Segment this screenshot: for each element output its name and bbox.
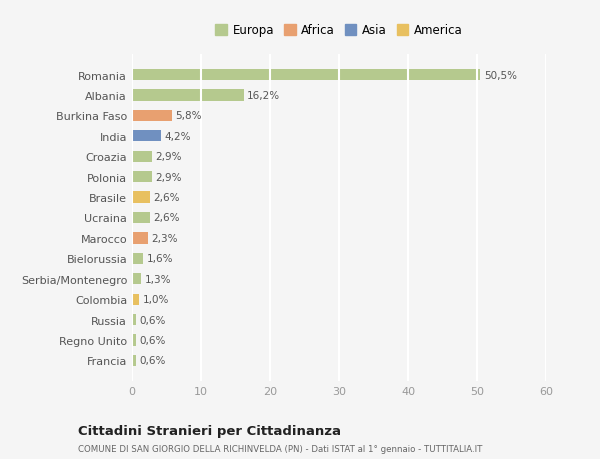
Text: 2,6%: 2,6%	[154, 213, 180, 223]
Text: 4,2%: 4,2%	[164, 132, 191, 141]
Bar	[132, 253, 143, 264]
Bar	[132, 131, 161, 142]
Text: 2,9%: 2,9%	[155, 172, 182, 182]
Text: 5,8%: 5,8%	[175, 111, 202, 121]
Text: 0,6%: 0,6%	[140, 335, 166, 345]
Bar	[132, 213, 150, 224]
Bar	[132, 314, 136, 325]
Legend: Europa, Africa, Asia, America: Europa, Africa, Asia, America	[212, 22, 466, 39]
Bar	[132, 335, 136, 346]
Text: 16,2%: 16,2%	[247, 91, 280, 101]
Text: 2,3%: 2,3%	[151, 233, 178, 243]
Bar	[132, 294, 139, 305]
Text: 50,5%: 50,5%	[484, 71, 517, 80]
Text: 2,9%: 2,9%	[155, 152, 182, 162]
Bar	[132, 274, 141, 285]
Text: Cittadini Stranieri per Cittadinanza: Cittadini Stranieri per Cittadinanza	[78, 425, 341, 437]
Bar	[132, 151, 152, 162]
Text: 0,6%: 0,6%	[140, 315, 166, 325]
Bar	[132, 192, 150, 203]
Bar	[132, 233, 148, 244]
Bar	[132, 111, 172, 122]
Bar	[132, 355, 136, 366]
Bar	[132, 70, 481, 81]
Text: 1,3%: 1,3%	[145, 274, 171, 284]
Text: 0,6%: 0,6%	[140, 356, 166, 365]
Text: 1,0%: 1,0%	[142, 295, 169, 304]
Text: 2,6%: 2,6%	[154, 193, 180, 203]
Bar	[132, 90, 244, 101]
Bar	[132, 172, 152, 183]
Text: 1,6%: 1,6%	[146, 254, 173, 264]
Text: COMUNE DI SAN GIORGIO DELLA RICHINVELDA (PN) - Dati ISTAT al 1° gennaio - TUTTIT: COMUNE DI SAN GIORGIO DELLA RICHINVELDA …	[78, 444, 482, 453]
